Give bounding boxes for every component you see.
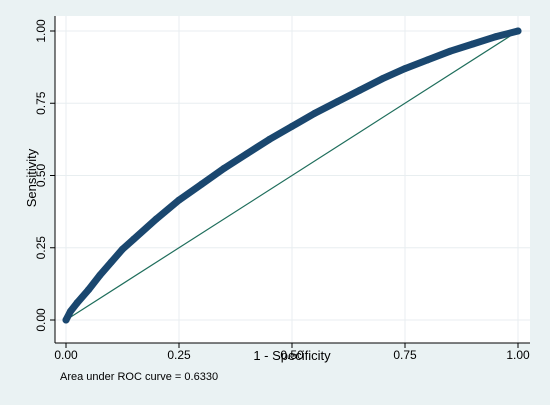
roc-point [220, 164, 228, 172]
auc-note: Area under ROC curve = 0.6330 [60, 371, 218, 383]
x-tick-label: 0.00 [54, 348, 78, 362]
roc-point [469, 40, 477, 48]
roc-point [62, 316, 70, 324]
roc-point [378, 75, 386, 83]
axis-layer: 0.00 0.25 0.50 0.75 1.00 0.00 0.25 0.50 0.75 1.00 [34, 16, 530, 362]
roc-point [107, 258, 115, 266]
x-tick-label: 0.25 [167, 348, 191, 362]
x-tick-label: 0.50 [280, 348, 304, 362]
roc-point [96, 271, 104, 279]
roc-point [446, 47, 454, 55]
roc-point [67, 307, 75, 315]
y-tick-label: 0.50 [34, 163, 48, 187]
roc-point [119, 245, 126, 253]
roc-point [265, 135, 273, 143]
x-tick-label: 0.75 [393, 348, 417, 362]
y-tick-label: 1.00 [34, 19, 48, 43]
roc-point [288, 122, 296, 130]
roc-point [514, 27, 522, 35]
reference-line [65, 30, 519, 321]
roc-point [333, 98, 341, 106]
roc-point [356, 86, 364, 94]
roc-point [401, 65, 409, 73]
y-tick-label: 0.25 [34, 236, 48, 260]
series-layer [62, 27, 522, 324]
roc-point [424, 56, 432, 64]
roc-point [491, 33, 499, 41]
roc-point [198, 180, 206, 188]
roc-point [130, 235, 138, 243]
x-axis-label: 1 - Specificity [253, 348, 331, 363]
grid-layer [55, 16, 530, 343]
roc-point [243, 150, 251, 158]
roc-point [311, 109, 319, 117]
y-tick-label: 0.75 [34, 91, 48, 115]
y-axis-label: Sensitivity [24, 148, 39, 207]
roc-point [175, 196, 183, 204]
x-tick-label: 1.00 [506, 348, 530, 362]
y-tick-label: 0.00 [34, 308, 48, 332]
roc-point [73, 299, 81, 307]
roc-point [85, 286, 93, 294]
roc-point [152, 215, 160, 223]
